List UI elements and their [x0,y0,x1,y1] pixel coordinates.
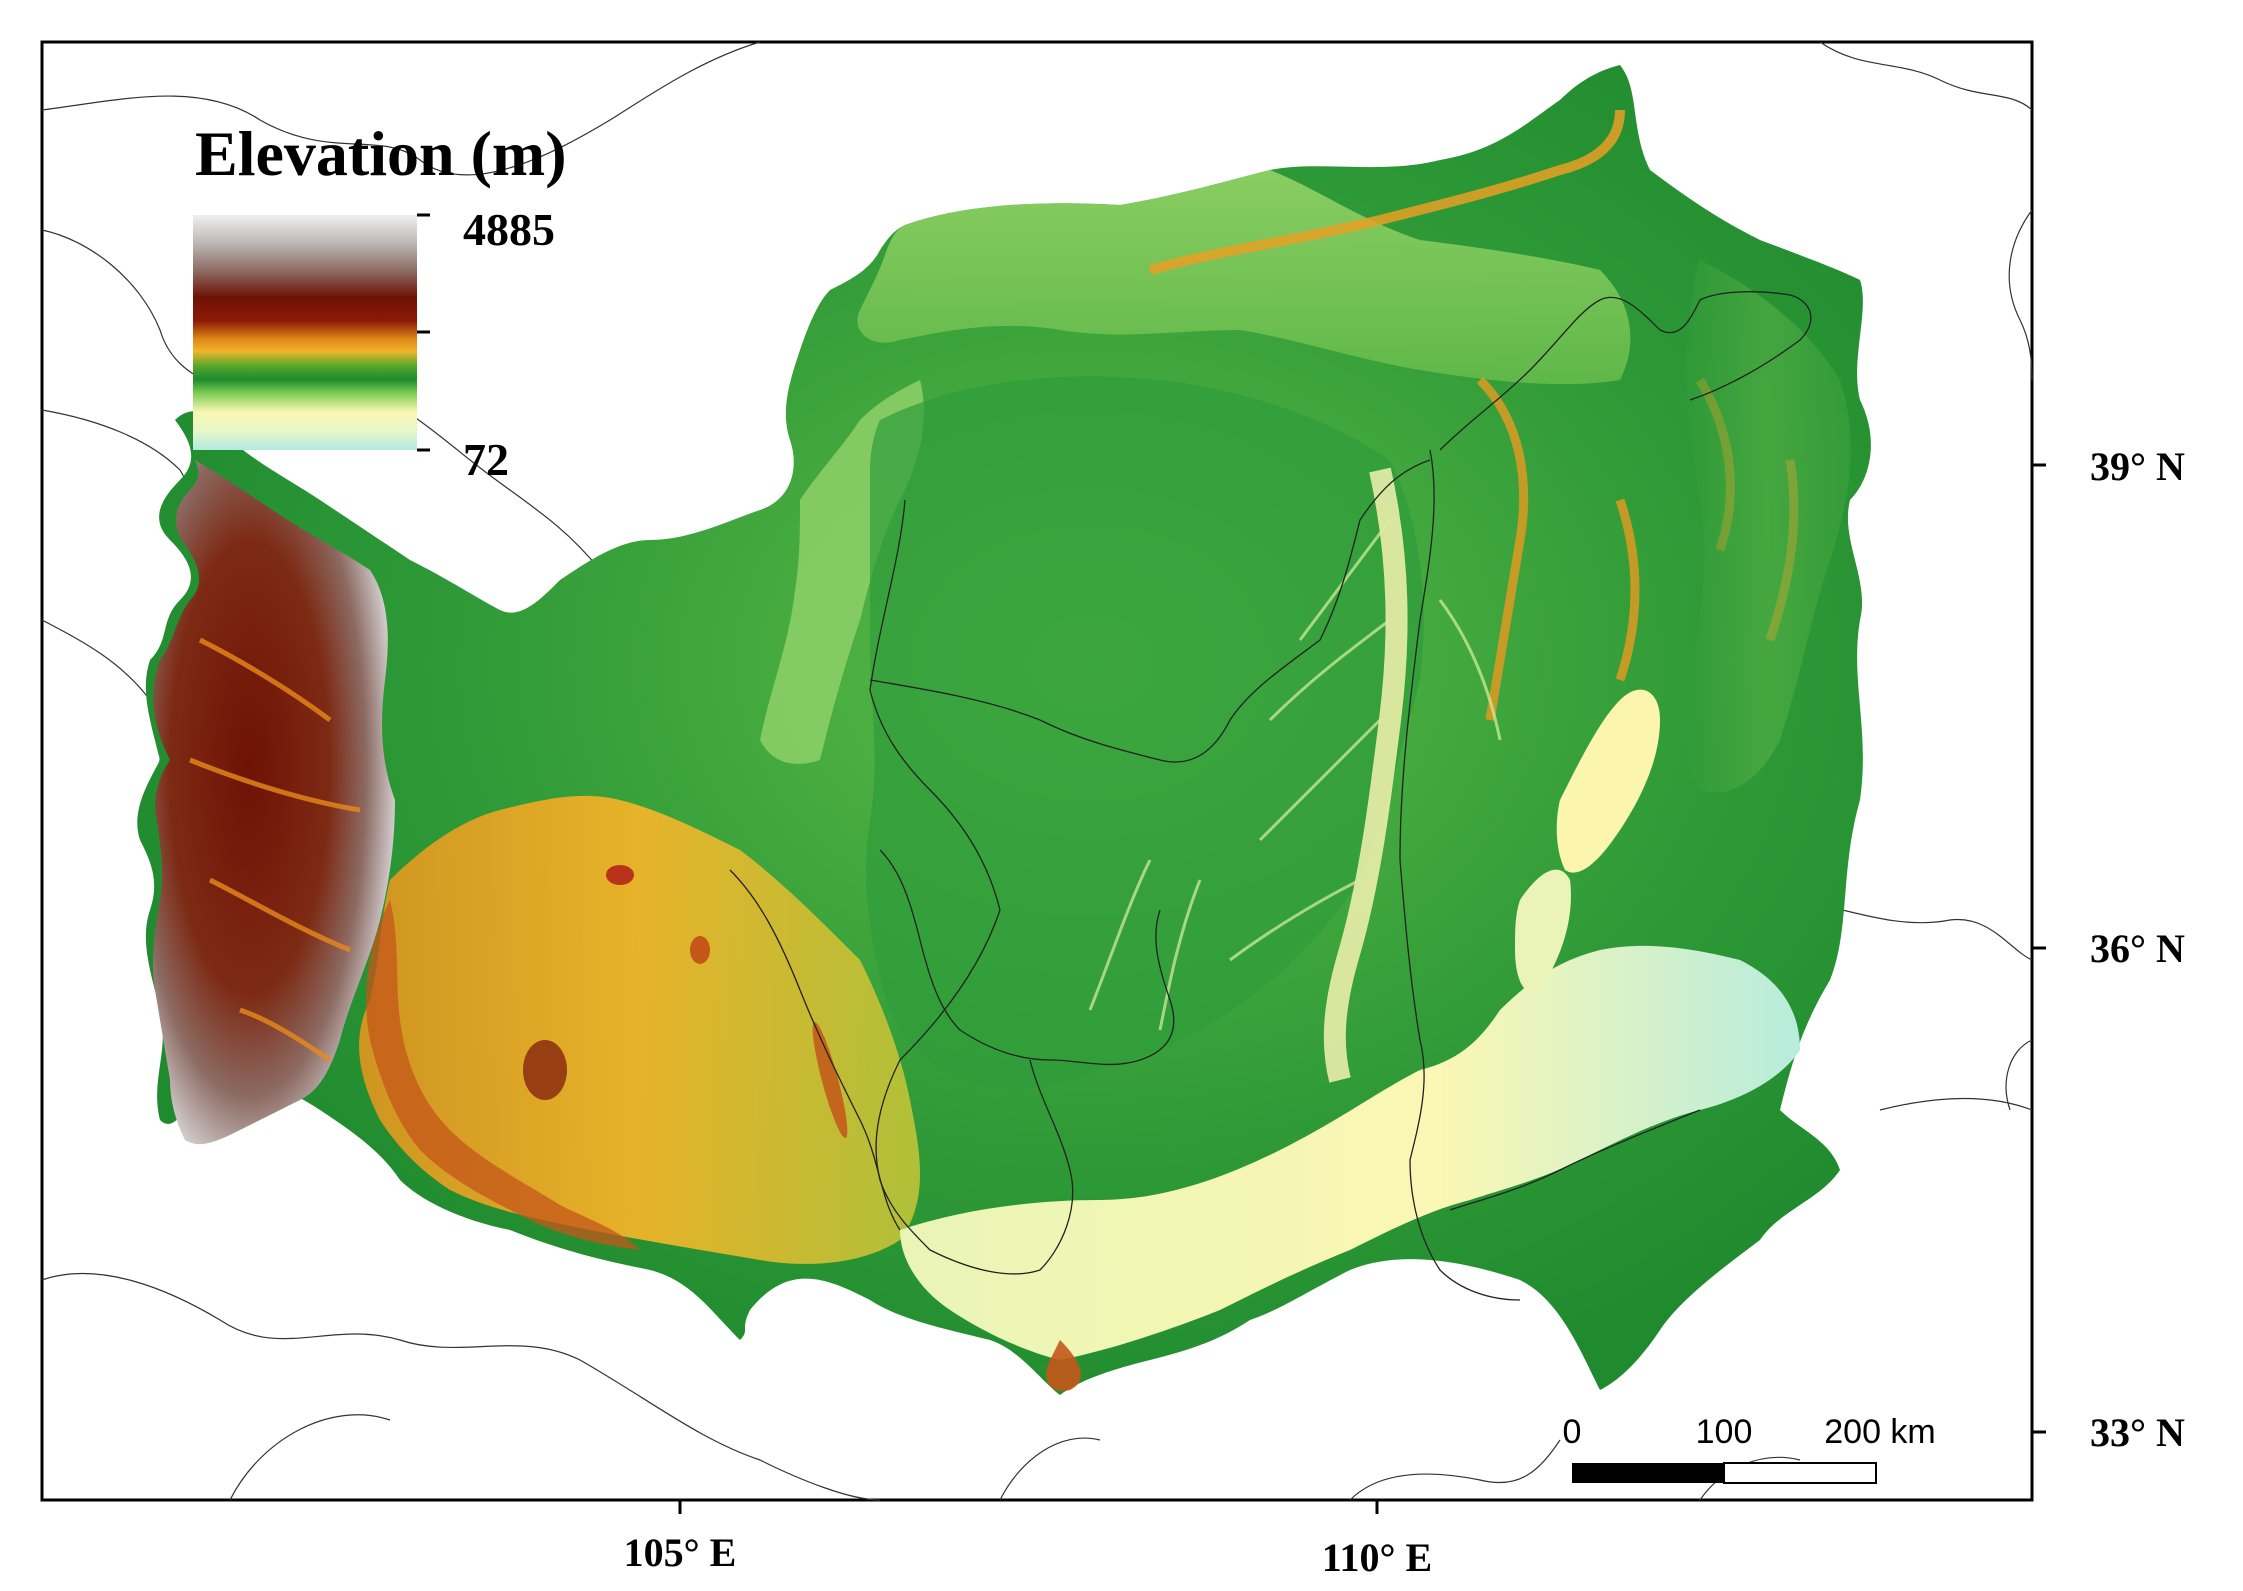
eastern-mountains-green [1683,260,1851,793]
central-loess-hills [866,376,1424,1090]
y-tick-label-39: 39° N [2090,444,2185,489]
yinshan-ridge [1148,109,1625,275]
taiyuan-basin [1556,689,1660,873]
drainage-network [1088,519,1502,1031]
high-spot [606,865,634,885]
legend-max-label: 4885 [463,204,555,255]
legend-min-label: 72 [463,434,509,485]
scale-label-0: 0 [1563,1413,1582,1451]
latitude-axis: 39° N 36° N 33° N [2032,444,2185,1455]
high-spot [690,936,710,964]
x-tick-label-105: 105° E [624,1530,737,1575]
qinling-edge [1046,1340,1081,1391]
scale-bar: 0 100 200 km [1563,1413,1936,1484]
western-red-band [366,900,640,1250]
qilian-mountains [152,460,395,1145]
ordos-plain [857,170,1631,385]
weihe-fen-valley [900,945,1800,1360]
mountain-ridge-highlight [189,637,361,1063]
province-boundaries-outside [41,41,2033,1501]
scale-label-100: 100 [1696,1413,1753,1451]
scale-label-200: 200 km [1824,1413,1936,1451]
scale-bar-white-segment [1723,1462,1877,1484]
x-tick-label-110: 110° E [1322,1535,1432,1580]
loess-plateau-region [137,65,1871,1395]
province-boundaries-inside [729,291,1812,1301]
legend-title: Elevation (m) [195,118,567,189]
y-tick-label-33: 33° N [2090,1410,2185,1455]
elevation-legend: Elevation (m) 4885 72 [193,118,567,485]
high-spot [523,1040,567,1100]
yellow-river-valley [1323,467,1408,1083]
legend-color-ramp [193,215,417,450]
scale-bar-black-segment [1572,1463,1724,1483]
high-spot [812,1022,848,1138]
longitude-axis: 105° E 110° E [624,1500,1432,1580]
y-tick-label-36: 36° N [2090,926,2185,971]
linfen-basin [1515,869,1571,993]
western-loess-orange [359,795,921,1264]
